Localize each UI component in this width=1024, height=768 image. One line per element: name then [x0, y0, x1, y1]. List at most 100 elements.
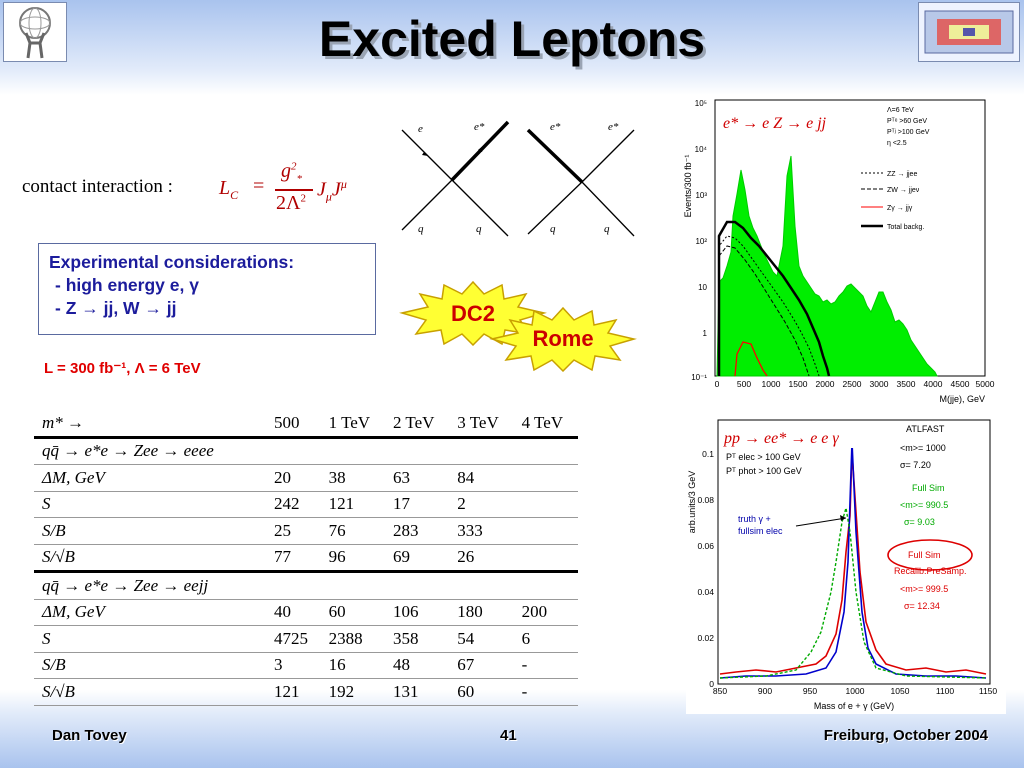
svg-text:1000: 1000 — [762, 379, 781, 389]
svg-text:<m>= 990.5: <m>= 990.5 — [900, 500, 948, 510]
svg-text:10³: 10³ — [695, 191, 707, 200]
svg-text:0.1: 0.1 — [702, 449, 714, 459]
svg-text:fullsim elec: fullsim elec — [738, 526, 783, 536]
feynman-diagram-2: e* e* q q — [526, 121, 635, 237]
svg-text:truth γ +: truth γ + — [738, 514, 771, 524]
svg-text:Mass of e + γ (GeV): Mass of e + γ (GeV) — [814, 701, 894, 711]
table-row: ΔM, GeV 40 60 106 180 200 — [34, 599, 578, 626]
rome-badge: Rome — [489, 306, 637, 372]
mass-jje-plot: 10⁵ 10⁴ 10³ 10² 10 1 10⁻¹ Events/300 fb⁻… — [683, 96, 1001, 408]
svg-text:M(jje), GeV: M(jje), GeV — [939, 394, 985, 404]
svg-text:DC2: DC2 — [451, 301, 495, 326]
detector-logo — [918, 2, 1020, 62]
svg-text:4000: 4000 — [924, 379, 943, 389]
table-header-row: m* → 500 1 TeV 2 TeV 3 TeV 4 TeV — [34, 410, 578, 439]
svg-text:q: q — [604, 223, 610, 235]
considerations-line-1: - high energy e, γ — [55, 275, 199, 295]
svg-text:Λ=6 TeV: Λ=6 TeV — [887, 107, 914, 114]
svg-text:Full Sim: Full Sim — [908, 550, 941, 560]
svg-text:10²: 10² — [695, 237, 707, 246]
feynman-diagrams: e e* q q e* e* q q — [401, 120, 635, 237]
mass-egamma-plot: 0 0.02 0.04 0.06 0.08 0.1 arb.units/3 Ge… — [686, 412, 1006, 714]
svg-text:1100: 1100 — [936, 686, 955, 696]
formula-numerator: g2* — [281, 160, 302, 185]
svg-text:3500: 3500 — [897, 379, 916, 389]
svg-text:500: 500 — [737, 379, 751, 389]
considerations-box: Experimental considerations: - high ener… — [38, 243, 376, 335]
svg-text:10⁵: 10⁵ — [695, 99, 707, 108]
table-row: S 4725 2388 358 54 6 — [34, 625, 578, 653]
svg-text:e*: e* — [608, 121, 619, 133]
svg-text:0: 0 — [715, 379, 720, 389]
svg-text:σ= 12.34: σ= 12.34 — [904, 601, 940, 611]
svg-text:e: e — [418, 123, 423, 135]
table-section-1: qq̄ → e*e → Zee → eeee — [34, 437, 578, 465]
svg-text:0.06: 0.06 — [697, 541, 714, 551]
plot2-label: pp → ee* → e e γ — [723, 430, 839, 447]
svg-text:Pᵀᵉ >60 GeV: Pᵀᵉ >60 GeV — [887, 118, 927, 125]
table-section-2: qq̄ → e*e → Zee → eejj — [34, 571, 578, 600]
atlas-logo — [3, 2, 67, 62]
results-table: m* → 500 1 TeV 2 TeV 3 TeV 4 TeV qq̄ → e*e → … — [34, 410, 578, 706]
svg-text:q: q — [550, 223, 556, 235]
svg-text:950: 950 — [803, 686, 817, 696]
considerations-heading: Experimental considerations: — [49, 252, 295, 272]
formula-rhs: JμJμ — [317, 177, 347, 204]
considerations-line-2: - Z → jj, W → jj — [55, 298, 177, 318]
svg-text:10⁻¹: 10⁻¹ — [691, 373, 707, 382]
svg-text:q: q — [476, 223, 482, 235]
svg-text:e*: e* — [474, 121, 485, 133]
svg-text:e*: e* — [550, 121, 561, 133]
formula-lhs: LC — [219, 177, 239, 202]
svg-text:ATLFAST: ATLFAST — [906, 424, 945, 434]
svg-text:q: q — [418, 223, 424, 235]
contact-interaction-label: contact interaction : — [22, 176, 173, 197]
plot1-label: e* → e Z → e jj — [723, 115, 827, 132]
svg-text:0.02: 0.02 — [697, 633, 714, 643]
svg-text:0.04: 0.04 — [697, 587, 714, 597]
svg-text:5000: 5000 — [976, 379, 995, 389]
svg-text:0: 0 — [709, 679, 714, 689]
recalib-highlight — [887, 539, 973, 571]
svg-text:ZW → jjeν: ZW → jjeν — [887, 187, 920, 194]
svg-text:Events/300 fb⁻¹: Events/300 fb⁻¹ — [683, 155, 693, 218]
table-row: S/B 25 76 283 333 — [34, 517, 578, 545]
svg-text:10: 10 — [698, 283, 707, 292]
svg-text:850: 850 — [713, 686, 727, 696]
svg-text:Zγ → jjγ: Zγ → jjγ — [887, 205, 913, 212]
svg-text:2000: 2000 — [816, 379, 835, 389]
svg-text:1150: 1150 — [979, 686, 998, 696]
svg-text:10⁴: 10⁴ — [695, 145, 708, 154]
fraction-bar — [275, 189, 313, 191]
footer-page-number: 41 — [500, 727, 517, 744]
formula-denominator: 2Λ2 — [276, 192, 307, 214]
svg-text:1000: 1000 — [846, 686, 865, 696]
svg-text:ZZ → jjee: ZZ → jjee — [887, 171, 917, 178]
svg-text:<m>= 999.5: <m>= 999.5 — [900, 584, 948, 594]
svg-text:σ= 7.20: σ= 7.20 — [900, 460, 931, 470]
svg-text:Rome: Rome — [532, 326, 593, 351]
table-row: S/√B 77 96 69 26 — [34, 544, 578, 573]
footer-author: Dan Tovey — [52, 727, 127, 744]
lagrangian-formula: LC = g2* 2Λ2 JμJμ — [219, 160, 347, 214]
svg-text:1: 1 — [703, 329, 708, 338]
svg-text:η <2.5: η <2.5 — [887, 140, 907, 147]
svg-text:1500: 1500 — [789, 379, 808, 389]
svg-text:arb.units/3 GeV: arb.units/3 GeV — [687, 471, 697, 534]
luminosity-label: L = 300 fb⁻¹, Λ = 6 TeV — [44, 360, 201, 377]
svg-text:Total backg.: Total backg. — [887, 224, 924, 231]
svg-text:Pᵀ phot > 100 GeV: Pᵀ phot > 100 GeV — [726, 466, 802, 476]
table-row: ΔM, GeV 20 38 63 84 — [34, 464, 578, 492]
svg-text:1050: 1050 — [891, 686, 910, 696]
feynman-diagram-1: e e* q q — [401, 120, 510, 237]
svg-text:900: 900 — [758, 686, 772, 696]
dc2-badge: DC2 — [399, 280, 547, 346]
footer-venue: Freiburg, October 2004 — [823, 727, 988, 744]
svg-text:Pᵀʲ >100 GeV: Pᵀʲ >100 GeV — [887, 129, 930, 136]
table-row: S 242 121 17 2 — [34, 491, 578, 518]
svg-text:<m>= 1000: <m>= 1000 — [900, 443, 946, 453]
svg-text:σ= 9.03: σ= 9.03 — [904, 517, 935, 527]
table-row: S/B 3 16 48 67- — [34, 652, 578, 679]
svg-text:Full Sim: Full Sim — [912, 483, 945, 493]
slide-title: Excited Leptons — [318, 11, 706, 67]
